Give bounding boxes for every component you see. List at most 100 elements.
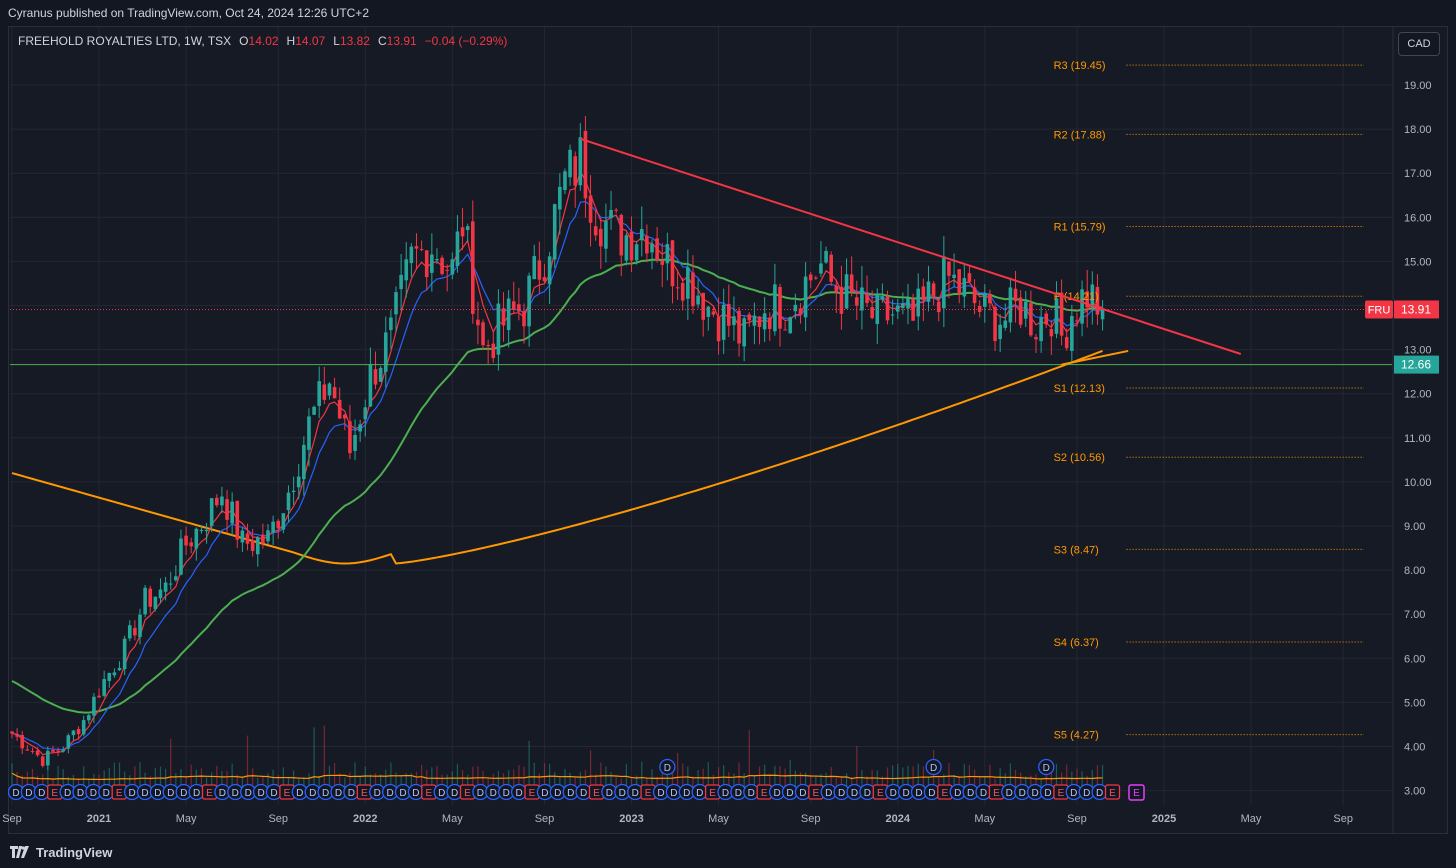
candle-body	[1085, 291, 1089, 308]
dividend-marker-label: D	[438, 788, 445, 799]
candle-body	[1049, 328, 1054, 337]
dividend-marker-label: D	[270, 788, 277, 799]
pending-earnings-marker: E	[1128, 784, 1145, 801]
candle-body	[107, 672, 112, 681]
currency-button[interactable]: CAD	[1398, 32, 1440, 56]
dividend-marker-raised: D	[659, 758, 676, 776]
volume-bar	[886, 767, 889, 792]
volume-bar	[805, 772, 807, 792]
candle-body	[255, 537, 260, 555]
dividend-marker-label: D	[838, 788, 845, 799]
candle-body	[558, 186, 562, 210]
candle-body	[409, 246, 414, 264]
dividend-marker-label: D	[232, 788, 239, 799]
volume-bar	[922, 766, 924, 792]
volume-bar	[968, 764, 971, 792]
candle-body	[378, 367, 383, 382]
candle-body	[1023, 301, 1028, 319]
earnings-marker-label: E	[645, 788, 652, 799]
high-value: 14.07	[295, 34, 326, 48]
candle-body	[138, 614, 142, 637]
candle-body	[87, 715, 91, 721]
dividend-marker-label: D	[825, 788, 832, 799]
dividend-marker-raised: D	[1038, 758, 1055, 776]
candle-body	[568, 149, 572, 178]
volume-bar	[600, 762, 602, 792]
candle-body	[727, 303, 731, 326]
volume-bar	[999, 768, 1001, 792]
candle-body	[153, 596, 158, 610]
candle-body	[1070, 316, 1074, 351]
candle-body	[993, 306, 997, 341]
tradingview-logo-icon	[10, 846, 29, 858]
chart-pane[interactable]	[8, 26, 1448, 834]
dividend-marker-label: D	[619, 788, 626, 799]
candle-body	[389, 317, 393, 331]
volume-bar	[963, 764, 965, 792]
volume-bar	[492, 773, 494, 792]
candle-body	[291, 490, 296, 493]
candle-body	[302, 444, 306, 480]
candle-body	[767, 317, 772, 329]
candle-body	[66, 735, 71, 749]
price-axis: 19.0018.0017.0016.0015.0014.0013.0012.00…	[1404, 80, 1432, 798]
candle-body	[998, 324, 1002, 340]
earnings-marker-label: E	[812, 788, 819, 799]
volume-bar	[769, 773, 771, 792]
candle-body	[10, 731, 14, 734]
earnings-marker-label: E	[529, 788, 536, 799]
volume-bar	[144, 772, 146, 792]
candle-body	[368, 364, 373, 407]
volume-bar	[943, 773, 945, 792]
volume-bar	[533, 762, 535, 792]
earnings-marker-box	[1104, 784, 1121, 800]
earnings-marker-label: E	[993, 788, 1000, 799]
candle-body	[814, 277, 818, 279]
candle-body	[650, 243, 654, 253]
time-axis-tick: Sep	[801, 813, 821, 825]
candle-body	[440, 257, 444, 275]
earnings-marker-label: E	[709, 788, 716, 799]
candle-body	[578, 137, 583, 186]
dividend-marker: D	[859, 783, 876, 801]
candle-body	[1003, 320, 1008, 328]
volume-bar	[159, 766, 162, 792]
volume-bar	[753, 775, 755, 792]
volume-bar	[231, 763, 233, 792]
candle-body	[343, 414, 347, 419]
dividend-marker-label: D	[580, 788, 587, 799]
volume-bar	[559, 775, 561, 792]
volume-bar	[108, 767, 110, 792]
volume-bar	[200, 768, 203, 792]
volume-bar	[88, 778, 90, 792]
current-price-badge: FRU 13.91	[1365, 300, 1439, 319]
volume-bar	[743, 773, 745, 792]
dividend-marker-label: D	[915, 788, 922, 799]
candle-body	[916, 288, 921, 317]
low-label: L	[333, 34, 340, 48]
volume-bars	[11, 725, 1104, 792]
dividend-marker-label: D	[348, 788, 355, 799]
time-axis: Sep 2021 May Sep 2022 May Sep 2023 May Sep 2024 May…	[2, 813, 1353, 825]
candle-body	[926, 281, 931, 302]
volume-bar	[467, 774, 469, 792]
candle-body	[281, 513, 286, 530]
volume-bar	[472, 766, 474, 792]
time-axis-tick: 2024	[886, 813, 911, 825]
volume-bar	[835, 777, 837, 792]
volume-bar	[11, 763, 13, 792]
volume-bar	[477, 766, 479, 792]
volume-bar	[98, 774, 100, 792]
volume-bar	[810, 774, 812, 792]
candle-body	[261, 534, 265, 544]
volume-bar	[615, 777, 617, 792]
volume-bar	[241, 777, 243, 792]
dividend-marker-label: D	[632, 788, 639, 799]
candle-body	[158, 589, 163, 599]
volume-bar	[170, 738, 172, 792]
dividend-marker-label: D	[748, 788, 755, 799]
dividend-marker: D	[846, 783, 863, 801]
candle-body	[194, 528, 199, 549]
candle-body	[988, 294, 992, 304]
